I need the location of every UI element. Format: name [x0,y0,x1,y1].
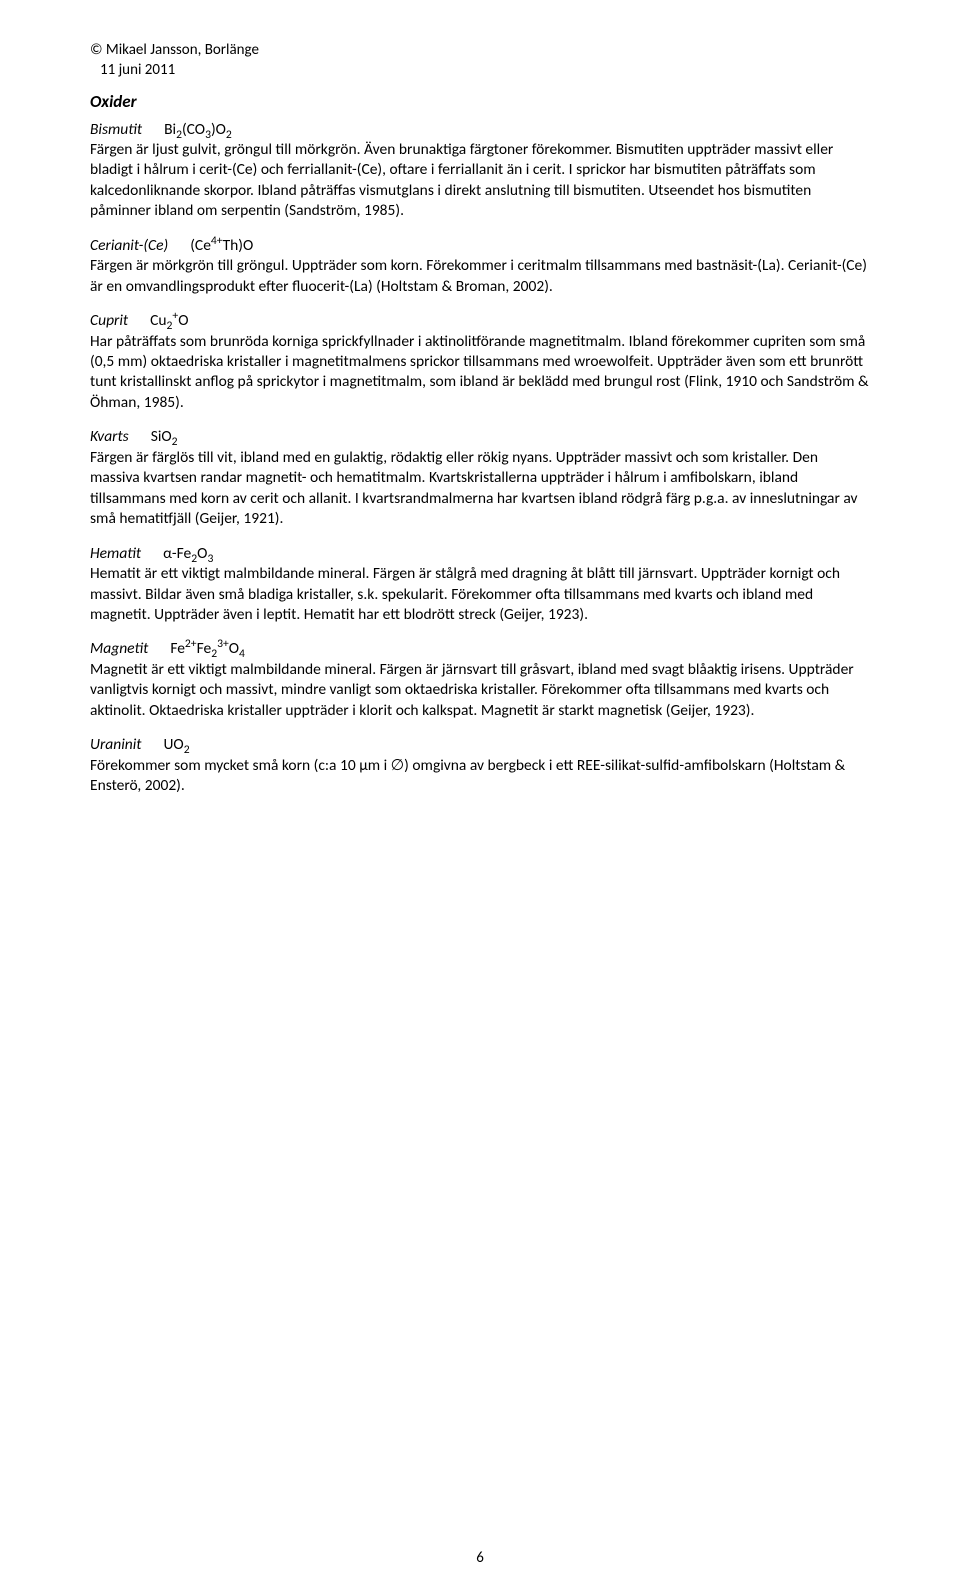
copyright-line: © Mikael Jansson, Borlänge [90,40,870,60]
mineral-name: Hematit [90,544,141,563]
mineral-header: Magnetit Fe2+Fe23+O4 [90,639,870,659]
document-page: © Mikael Jansson, Borlänge 11 juni 2011 … [0,0,960,1592]
mineral-name: Kvarts [90,427,129,446]
mineral-formula: (Ce4+Th)O [190,236,253,255]
mineral-body: Förekommer som mycket små korn (c:a 10 μ… [90,756,870,797]
mineral-formula: Fe2+Fe23+O4 [170,639,245,658]
mineral-entry: Magnetit Fe2+Fe23+O4 Magnetit är ett vikti… [90,639,870,721]
mineral-body: Hematit är ett viktigt malmbildande mine… [90,564,870,625]
mineral-header: Bismutit Bi2(CO3)O2 [90,120,870,140]
mineral-name: Uraninit [90,735,141,754]
mineral-entry: Cerianit-(Ce) (Ce4+Th)OFärgen är mörkgrön… [90,236,870,297]
mineral-formula: Bi2(CO3)O2 [164,120,232,139]
mineral-body: Färgen är ljust gulvit, gröngul till mör… [90,140,870,222]
mineral-entry: Kvarts SiO2 Färgen är färglös till vit, ib… [90,427,870,529]
mineral-formula: Cu2+O [150,311,188,330]
mineral-header: Kvarts SiO2 [90,427,870,447]
page-number: 6 [0,1549,960,1567]
mineral-header: Cuprit Cu2+O [90,311,870,331]
mineral-formula: SiO2 [151,427,178,446]
mineral-body: Färgen är färglös till vit, ibland med e… [90,448,870,530]
mineral-entry: Uraninit UO2 Förekommer som mycket små kor… [90,735,870,796]
mineral-entry: Hematit α-Fe2O3Hematit är ett viktigt mal… [90,544,870,626]
entries-container: Bismutit Bi2(CO3)O2Färgen är ljust gulvit… [90,120,870,797]
mineral-header: Uraninit UO2 [90,735,870,755]
mineral-name: Bismutit [90,120,142,139]
mineral-body: Har påträffats som brunröda korniga spri… [90,332,870,414]
mineral-formula: α-Fe2O3 [163,544,213,563]
mineral-name: Magnetit [90,639,148,658]
mineral-entry: Bismutit Bi2(CO3)O2Färgen är ljust gulvit… [90,120,870,222]
section-heading: Oxider [90,91,870,112]
mineral-name: Cerianit-(Ce) [90,236,168,255]
mineral-body: Magnetit är ett viktigt malmbildande min… [90,660,870,721]
mineral-name: Cuprit [90,311,128,330]
mineral-body: Färgen är mörkgrön till gröngul. Uppträd… [90,256,870,297]
mineral-header: Cerianit-(Ce) (Ce4+Th)O [90,236,870,256]
page-header: © Mikael Jansson, Borlänge 11 juni 2011 [90,40,870,81]
mineral-entry: Cuprit Cu2+O Har påträffats som brunröda k… [90,311,870,413]
date-line: 11 juni 2011 [90,60,870,80]
mineral-formula: UO2 [163,735,189,754]
mineral-header: Hematit α-Fe2O3 [90,544,870,564]
